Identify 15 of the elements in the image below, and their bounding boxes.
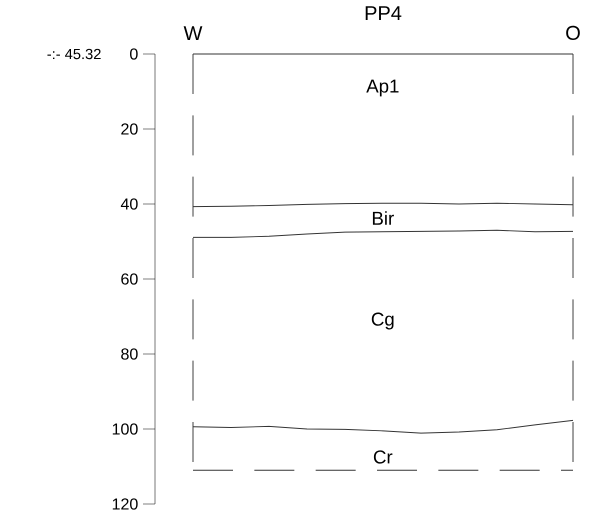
annotation: Bir: [372, 211, 394, 225]
x-tick-label: O: [566, 26, 580, 40]
annotation: Ap1: [366, 80, 399, 96]
y-tick-label: 0: [130, 48, 138, 60]
y-tick-label: 60: [121, 273, 138, 285]
annotation: Cg: [372, 312, 394, 330]
text: -:- 45.32: [47, 48, 101, 60]
y-tick-label: 40: [120, 198, 138, 210]
x-tick-label: W: [184, 26, 202, 40]
annotation: Cr: [374, 450, 392, 464]
y-tick-label: 80: [121, 348, 138, 360]
y-tick-label: 100: [112, 423, 138, 435]
chart-title: PP4: [366, 6, 402, 20]
y-tick-label: 20: [121, 123, 138, 135]
y-tick-label: 120: [112, 498, 138, 510]
